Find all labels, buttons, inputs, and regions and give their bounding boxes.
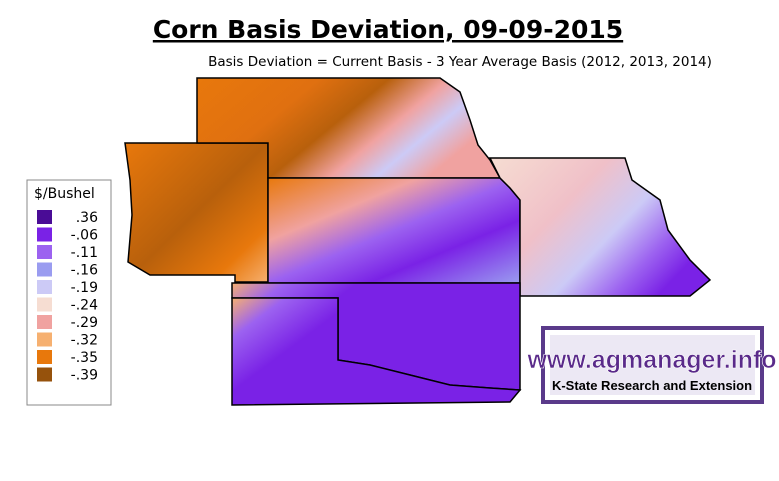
legend-label: -.29 (71, 315, 98, 331)
logo-caption: K-State Research and Extension (552, 378, 752, 393)
legend-label: -.19 (71, 280, 98, 296)
legend-swatch (37, 332, 52, 347)
legend-swatch (37, 227, 52, 242)
legend-label: -.24 (71, 298, 98, 314)
legend-label: -.06 (71, 228, 98, 244)
map (124, 77, 712, 406)
missouri (488, 157, 712, 297)
legend-swatch (37, 350, 52, 364)
legend-label: -.39 (71, 368, 98, 384)
kansas (267, 177, 521, 284)
legend-label: -.11 (71, 245, 98, 261)
legend-title: $/Bushel (34, 186, 95, 202)
legend-swatch (37, 297, 52, 312)
legend-swatch (37, 315, 52, 329)
legend-swatch (37, 210, 52, 224)
legend-swatch (37, 280, 52, 294)
texas-panhandle (231, 297, 522, 406)
map-title: Corn Basis Deviation, 09-09-2015 (153, 15, 623, 44)
logo-background (550, 335, 755, 395)
legend-label: -.35 (71, 350, 98, 366)
legend-swatch (37, 245, 52, 259)
nebraska (196, 77, 502, 179)
legend-label: -.16 (71, 263, 98, 279)
legend-swatch (37, 367, 52, 382)
legend-label: -.32 (71, 333, 98, 349)
legend-swatch (37, 262, 52, 277)
logo: www.agmanager.info K-State Research and … (526, 326, 777, 404)
legend: .36 -.06-.11 -.16-.19 -.24-.29 -.32-.35 -.39 (37, 210, 98, 384)
legend-label: .36 (76, 210, 98, 226)
colorado-region (124, 142, 269, 283)
logo-url: www.agmanager.info (526, 346, 776, 374)
map-subtitle: Basis Deviation = Current Basis - 3 Year… (208, 54, 712, 70)
